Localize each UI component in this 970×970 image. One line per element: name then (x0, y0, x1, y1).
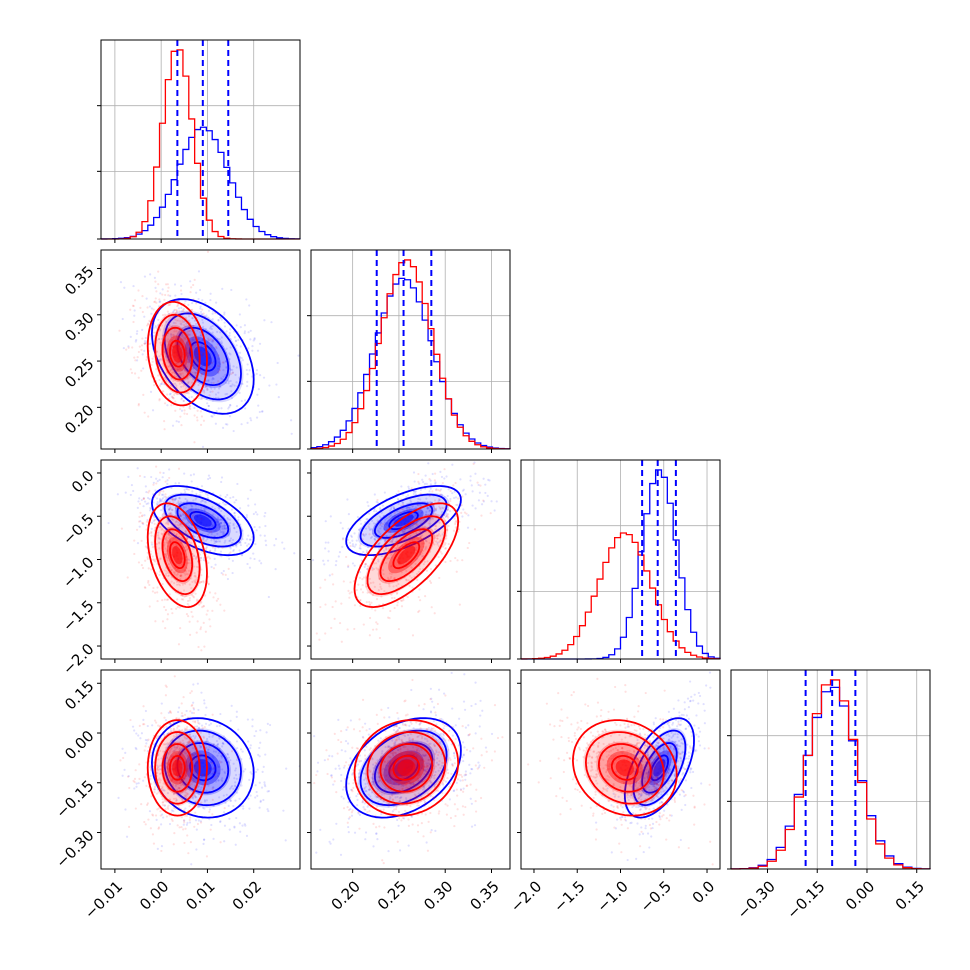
y-tick-label-3-0: −0.30 (52, 826, 97, 871)
panel-1-0: 0.20 0.25 0.30 0.35 (61, 249, 301, 453)
panel-3-0: −0.01 0.00 0.01 0.02 −0.30−0.15 0.00 0.15 (52, 669, 301, 923)
contour-blue-1_0-0 (189, 341, 217, 372)
contour-blue-3_0-0 (189, 754, 217, 782)
contour-red-1_0-1 (161, 326, 194, 381)
contour-blue-2_0-0 (189, 511, 217, 531)
contour-red-1_0-2 (154, 313, 201, 394)
contour-blue-2_1-0 (388, 511, 419, 531)
y-tick-label-2-3: −0.5 (59, 510, 97, 548)
contour-blue-3_0-2 (163, 729, 242, 807)
hist-red-0 (100, 49, 300, 240)
contour-red-1_0-0 (169, 339, 186, 368)
panel-3-2: −2.0 −1.5 −1.0 −0.5 0.0 (507, 669, 721, 916)
contour-red-2_1-0 (392, 541, 421, 569)
contour-red-3_0-1 (161, 743, 194, 793)
panel-2-0: −2.0 −1.5 −1.0 −0.5 0.0 (59, 459, 301, 678)
contour-blue-3_1-2 (359, 729, 448, 806)
y-tick-label-3-1: −0.15 (52, 777, 97, 822)
contour-red-2_0-3 (146, 502, 208, 609)
contour-red-3_1-3 (353, 719, 460, 817)
x-tick-label-1-1: 0.25 (374, 877, 410, 913)
hist-blue-1 (310, 277, 511, 450)
contour-blue-3_1-1 (373, 742, 434, 794)
contour-blue-2_0-3 (150, 485, 255, 557)
contour-red-2_0-0 (169, 541, 186, 569)
contour-red-3_1-0 (392, 754, 421, 781)
x-tick-label-3-3: 0.15 (892, 877, 928, 913)
contour-blue-3_0-3 (150, 717, 255, 819)
x-tick-label-2-2: −1.0 (593, 877, 631, 915)
contour-blue-3_2-2 (632, 729, 687, 807)
contour-red-3_0-3 (146, 719, 208, 817)
x-tick-label-3-2: 0.00 (842, 877, 878, 913)
contour-blue-2_1-1 (373, 502, 434, 539)
panel-2-2 (517, 459, 721, 663)
panel-3-3: −0.30 −0.15 0.00 0.15 (727, 669, 931, 923)
x-tick-label-0-2: 0.01 (182, 877, 218, 913)
contour-red-3_0-0 (169, 754, 186, 781)
contour-blue-1_0-3 (150, 298, 255, 415)
contour-red-3_1-2 (366, 731, 447, 805)
x-tick-label-3-0: −0.30 (734, 877, 779, 922)
contour-red-2_0-1 (161, 528, 194, 582)
contour-red-3_2-1 (597, 743, 652, 793)
x-tick-label-3-1: −0.15 (783, 877, 828, 922)
contour-red-2_0-2 (154, 515, 201, 596)
contour-blue-2_0-2 (163, 493, 242, 548)
hist-blue-3 (730, 686, 931, 870)
x-tick-label-2-0: −2.0 (507, 877, 545, 915)
x-tick-label-1-3: 0.35 (466, 877, 502, 913)
contour-blue-3_1-3 (345, 717, 462, 819)
contour-blue-2_0-1 (176, 502, 230, 539)
y-tick-label-1-0: 0.20 (61, 401, 97, 437)
x-tick-label-0-3: 0.02 (229, 877, 265, 913)
hist-red-1 (310, 259, 511, 450)
y-tick-label-3-3: 0.15 (61, 677, 97, 713)
contour-red-3_2-3 (571, 719, 678, 817)
panel-1-1 (307, 249, 511, 453)
contour-red-3_2-0 (610, 755, 639, 781)
contour-blue-2_1-2 (359, 493, 448, 548)
contour-red-1_0-3 (146, 301, 208, 407)
hist-red-2 (520, 532, 721, 660)
y-tick-label-1-3: 0.35 (61, 262, 97, 298)
contour-red-3_0-2 (154, 731, 201, 805)
plot-area: 0.200.250.300.35−2.0−1.5−1.0−0.50.0−0.01… (52, 39, 931, 923)
x-tick-label-2-4: 0.0 (689, 877, 719, 907)
contour-blue-3_2-3 (623, 717, 695, 819)
x-tick-label-2-3: −0.5 (637, 877, 675, 915)
y-tick-label-1-2: 0.30 (61, 309, 97, 345)
panel-3-1: 0.20 0.25 0.30 0.35 (307, 669, 511, 914)
x-tick-label-0-1: 0.00 (136, 877, 172, 913)
x-tick-label-1-2: 0.30 (420, 877, 456, 913)
contour-red-3_2-2 (584, 731, 665, 805)
contour-red-2_1-3 (353, 502, 460, 609)
x-tick-label-1-0: 0.20 (328, 877, 364, 913)
x-tick-label-2-1: −1.5 (550, 877, 588, 915)
hist-red-3 (730, 679, 931, 870)
y-tick-label-2-1: −1.5 (59, 597, 97, 635)
y-tick-label-2-0: −2.0 (59, 640, 97, 678)
y-tick-label-3-2: 0.00 (61, 727, 97, 763)
panel-2-1 (307, 459, 511, 663)
y-tick-label-2-4: 0.0 (68, 467, 98, 497)
contour-blue-3_2-1 (641, 742, 678, 794)
y-tick-label-1-1: 0.25 (61, 355, 97, 391)
contour-red-2_1-2 (366, 515, 447, 596)
x-tick-label-0-0: −0.01 (81, 877, 126, 922)
contour-red-3_1-1 (379, 743, 434, 793)
contour-red-2_1-1 (379, 528, 434, 582)
y-tick-label-2-2: −1.0 (59, 553, 97, 591)
panel-0-0 (97, 39, 301, 243)
